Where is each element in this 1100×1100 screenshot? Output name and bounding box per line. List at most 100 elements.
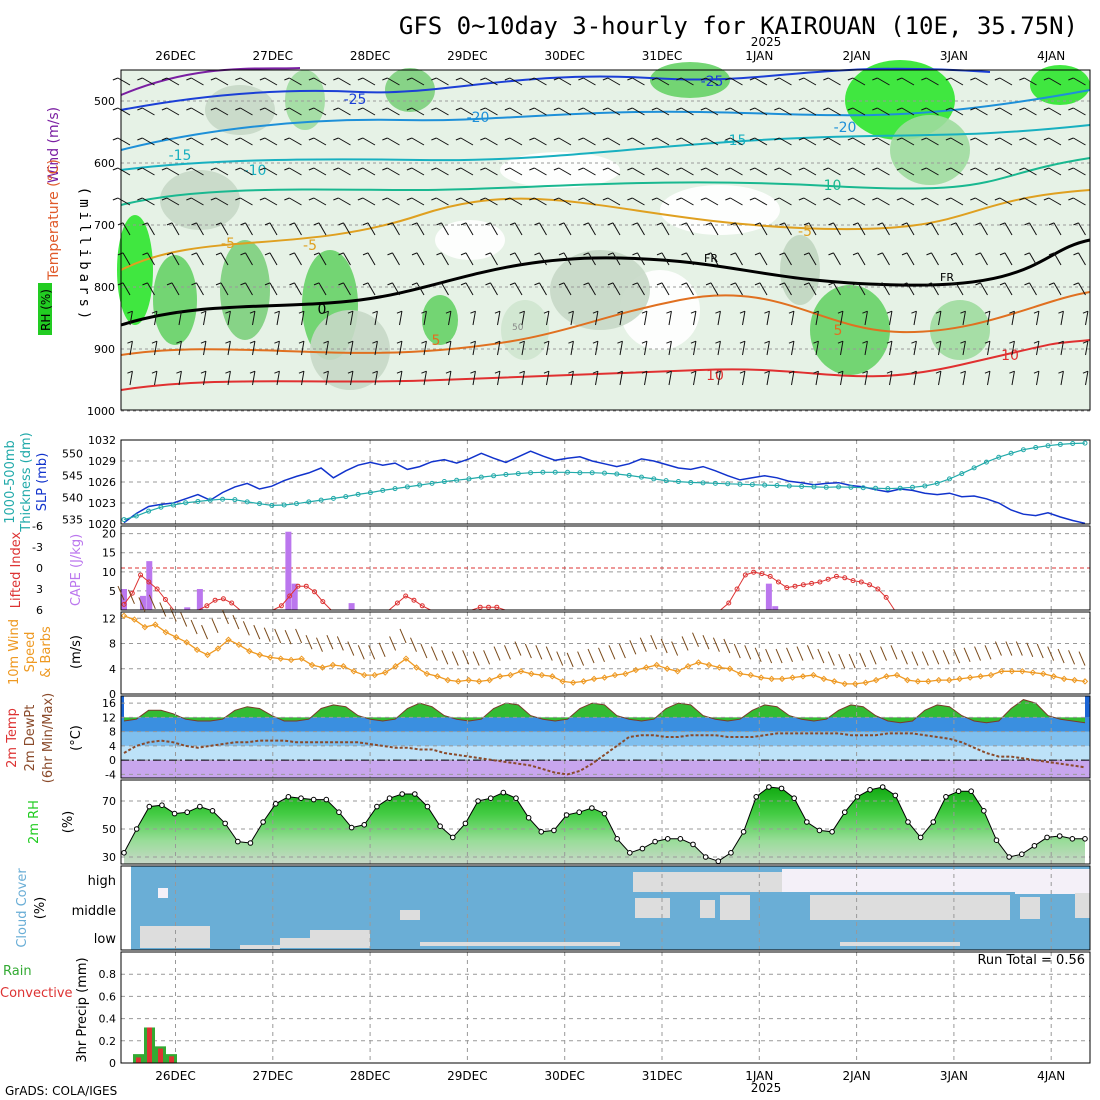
wind-barb-flag <box>681 222 687 226</box>
wind-barb-flag <box>676 107 682 111</box>
li-point <box>784 585 790 591</box>
wind-barb <box>497 371 501 386</box>
thickness-point <box>996 454 1002 460</box>
wind-speed-point <box>538 671 546 679</box>
wind-barb <box>1036 341 1040 356</box>
wind-barb <box>171 252 180 266</box>
wind-barb <box>1073 167 1086 176</box>
wind-barb <box>276 371 280 386</box>
wind-barb-flag <box>127 370 133 374</box>
wind-barb-flag <box>984 340 991 344</box>
wind-barb <box>833 222 841 236</box>
wind-barb <box>448 371 452 386</box>
li-point <box>751 569 757 575</box>
date-label-top: 26DEC <box>155 49 195 63</box>
isotherm-label: -15 <box>169 148 192 164</box>
wind-barb-flag <box>602 137 609 141</box>
temp-tick-label: 8 <box>109 726 116 739</box>
wind-barb <box>276 341 280 356</box>
rh-region <box>435 220 505 260</box>
li-point <box>320 599 326 605</box>
wind-barb <box>607 197 621 206</box>
wind-barb-flag <box>553 77 560 81</box>
wind-barb-flag <box>112 107 119 111</box>
wind-barb <box>276 311 280 326</box>
wind-barb-flag <box>347 340 354 344</box>
wind-barb <box>347 641 355 656</box>
date-label-bottom: 4JAN <box>1037 1069 1065 1083</box>
wind-barb-flag <box>651 77 658 81</box>
wind-barb <box>619 341 623 356</box>
wind-barb <box>806 645 814 660</box>
wind-barb-flag <box>298 340 305 344</box>
wind-barb-flag <box>289 222 295 226</box>
wind-barb-flag <box>960 310 966 314</box>
year-label-top: 2025 <box>751 35 782 49</box>
wind-barb-flag <box>529 77 535 81</box>
cape-bar <box>139 595 146 610</box>
wind-barb <box>686 222 694 236</box>
wind-barb <box>926 107 939 116</box>
wind-barb-flag <box>774 197 780 201</box>
wind-barb-flag <box>813 370 819 374</box>
wind-barb <box>815 311 819 326</box>
wind-speed-point <box>590 675 598 683</box>
wind-barb-flag <box>225 370 231 374</box>
thickness-point <box>318 497 324 503</box>
wind-barb <box>692 632 699 647</box>
wind-barb-flag <box>681 282 687 286</box>
wind-barb-flag <box>837 370 844 374</box>
wind-barb <box>203 311 207 326</box>
wind-barb <box>705 197 719 206</box>
rh-point <box>778 785 785 792</box>
wind-barb <box>644 371 648 386</box>
wind-barb <box>1029 222 1037 236</box>
wind-barb <box>754 77 768 86</box>
thickness-point <box>675 479 681 485</box>
wind-speed-point <box>423 670 431 678</box>
wind-barb-flag <box>298 310 305 314</box>
wind-barb-flag <box>1068 167 1074 171</box>
rh-point <box>513 795 519 802</box>
wind-barb <box>754 137 768 146</box>
wind-barb <box>1078 282 1086 296</box>
wind-barb-flag <box>333 197 339 201</box>
wind-speed-point <box>173 634 180 641</box>
wind-barb <box>999 197 1013 206</box>
li-point <box>734 586 740 592</box>
wind-barb-flag <box>176 340 182 344</box>
precip-total-axis-label: Total / Rain <box>0 964 32 979</box>
rh-point <box>209 808 216 814</box>
wind-barb-flag <box>774 77 780 81</box>
wind-barb <box>274 628 282 644</box>
wind-barb <box>660 638 668 654</box>
wind-barb <box>1073 137 1086 146</box>
wind-barb-flag <box>739 340 746 344</box>
date-label-bottom: 31DEC <box>642 1069 682 1083</box>
wind-barb-flag <box>764 340 770 344</box>
rh-point <box>968 788 974 795</box>
rh-tick-label: 70 <box>102 795 116 808</box>
thickness-point <box>540 469 546 475</box>
isotherm-label: -10 <box>819 178 842 194</box>
wind-barb <box>838 653 846 669</box>
wind-barb <box>558 197 572 206</box>
wind-barb-flag <box>1033 370 1040 374</box>
thickness-point <box>589 470 595 476</box>
wind-barb <box>1024 137 1037 146</box>
wind-speed-point <box>977 673 984 680</box>
wind-barb <box>127 589 135 604</box>
rh-point <box>601 810 608 817</box>
wind-barb <box>441 282 449 296</box>
wind-barb-flag <box>225 340 231 344</box>
precip-axis-label: 3hr Precip (mm) <box>75 957 90 1062</box>
wind-barb <box>411 107 425 116</box>
wind-speed-point <box>622 670 629 678</box>
wind-barb <box>350 341 354 356</box>
wind-barb <box>681 636 689 651</box>
wind-barb <box>828 167 841 176</box>
wind-barb-flag <box>215 282 222 286</box>
wind-barb <box>779 197 792 206</box>
wind-barb-flag <box>921 107 927 111</box>
wind-speed-point <box>757 674 765 681</box>
